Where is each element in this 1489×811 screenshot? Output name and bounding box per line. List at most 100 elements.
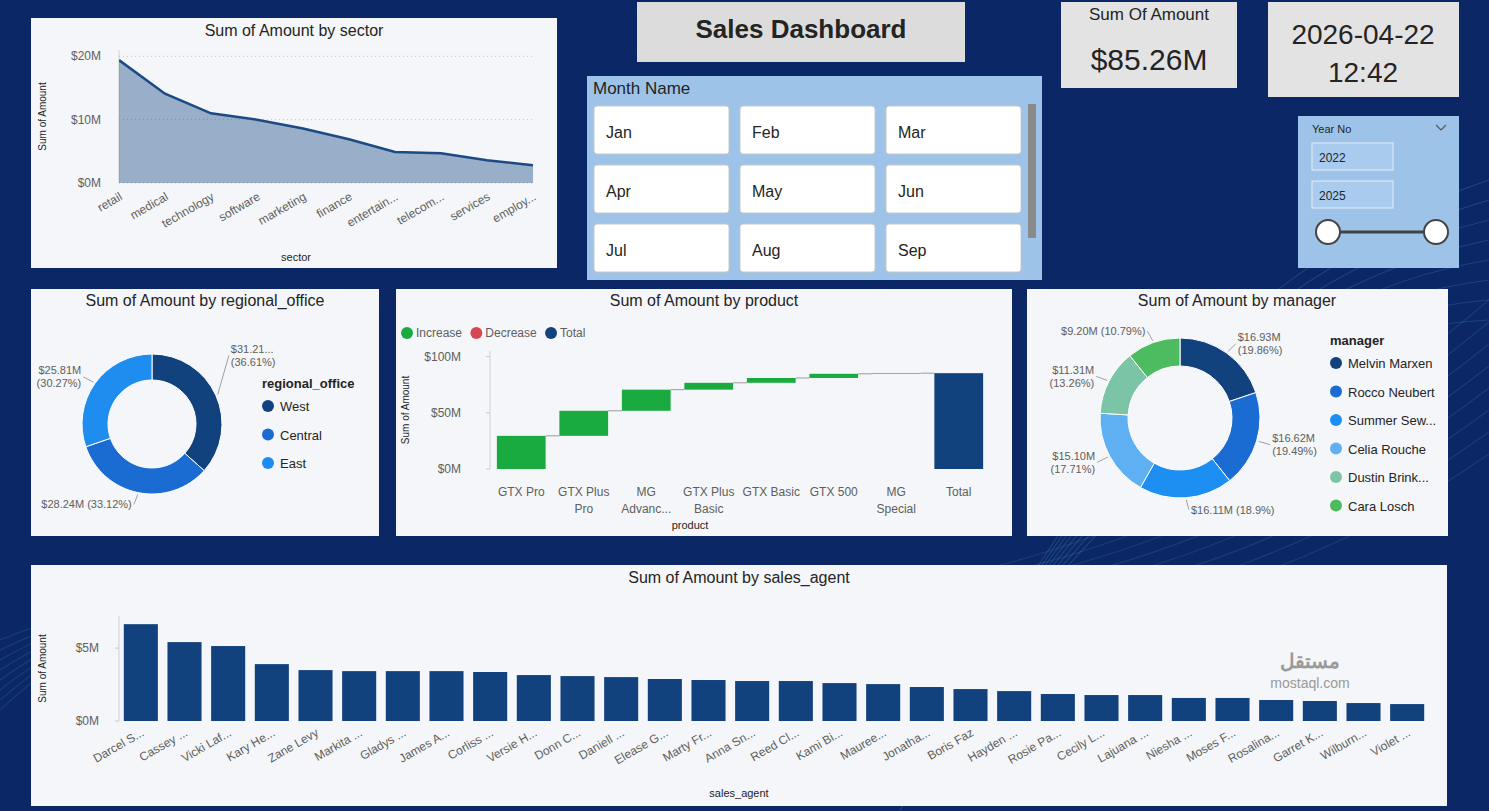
- text-line: (36.61%): [231, 356, 276, 368]
- scrollbar[interactable]: [1028, 104, 1036, 238]
- leader-line: [134, 495, 138, 505]
- card-value: $85.26M: [1091, 43, 1208, 76]
- text-line: GTX 500: [810, 485, 858, 499]
- bar: [559, 411, 608, 436]
- month-label: Jun: [898, 183, 924, 200]
- category-label: Wilburn...: [1318, 725, 1369, 762]
- bar: [473, 672, 507, 721]
- year-from: 2022: [1319, 151, 1346, 165]
- leader-line: [1096, 376, 1107, 380]
- text-line: (30.27%): [37, 377, 82, 389]
- category-label: GTX Plus Basic: [683, 485, 734, 516]
- text-line: Basic: [694, 502, 723, 516]
- month-label: Jan: [606, 124, 632, 141]
- tick-mark: [486, 356, 490, 357]
- bar: [779, 681, 813, 721]
- legend-swatch: [1330, 414, 1342, 426]
- month-button[interactable]: [886, 106, 1021, 154]
- category-label: Markita ...: [312, 725, 365, 763]
- chevron[interactable]: [1436, 125, 1446, 130]
- category-label: James A...: [396, 725, 452, 765]
- axis-title: Sum of Amount: [400, 376, 411, 445]
- category-label: services: [447, 189, 492, 223]
- category-label: MGAdvanc...: [621, 485, 671, 516]
- bar: [1041, 694, 1075, 721]
- card-box: [1061, 2, 1237, 88]
- bar: [560, 676, 594, 721]
- legend-swatch: [1330, 500, 1342, 512]
- connector: [796, 377, 810, 378]
- data-label: $31.21...(36.61%): [231, 343, 276, 368]
- category-label: Donn C...: [532, 725, 583, 762]
- text-line: $16.93M: [1238, 331, 1281, 343]
- watermark: مستقل: [1280, 650, 1340, 672]
- data-label: $16.93M(19.86%): [1238, 331, 1283, 356]
- category-label: Zane Levy: [265, 725, 321, 765]
- year-to: 2025: [1319, 189, 1346, 203]
- leader-line: [218, 356, 229, 395]
- plot-area: [124, 624, 1424, 721]
- category-label: Kami Bi...: [794, 725, 845, 763]
- plot-area: [497, 373, 983, 469]
- slicer-title: Month Name: [593, 79, 690, 98]
- month-button[interactable]: [886, 224, 1021, 272]
- year-input[interactable]: [1312, 181, 1393, 208]
- data-label: $15.10M(17.71%): [1050, 450, 1095, 475]
- month-button[interactable]: [594, 224, 729, 272]
- bar: [910, 687, 944, 721]
- month-button[interactable]: [740, 165, 875, 213]
- panel-product: [396, 289, 1012, 536]
- category-label: telecom...: [394, 189, 446, 227]
- legend-label: Summer Sew...: [1348, 413, 1436, 428]
- chart-title: Sum of Amount by sales_agent: [628, 569, 850, 587]
- chart-title: Sum of Amount by regional_office: [86, 292, 325, 310]
- tick-label: $0M: [76, 714, 99, 728]
- legend: regional_officeWestCentralEast: [262, 376, 354, 471]
- category-label: Elease G...: [612, 725, 670, 767]
- axis-line: [490, 351, 491, 469]
- bar: [622, 390, 671, 411]
- chart-title: Sum of Amount by product: [610, 292, 799, 309]
- text-line: GTX Plus: [683, 485, 734, 499]
- bar: [517, 675, 551, 721]
- tick-label: $0M: [78, 176, 101, 190]
- legend-label: Cara Losch: [1348, 499, 1414, 514]
- bar: [1172, 698, 1206, 721]
- slider-handle[interactable]: [1316, 220, 1340, 244]
- bar: [809, 374, 858, 378]
- bar: [255, 664, 289, 721]
- legend-label: Total: [560, 326, 585, 340]
- category-label: Darcel S...: [91, 725, 147, 765]
- category-label: Vicki Laf...: [179, 725, 234, 765]
- month-button[interactable]: [740, 224, 875, 272]
- month-label: Apr: [606, 183, 632, 200]
- legend-label: West: [280, 399, 310, 414]
- tick-label: $5M: [76, 641, 99, 655]
- dashboard: Sales DashboardSum Of Amount$85.26M2026-…: [0, 0, 1489, 811]
- bar: [124, 624, 158, 721]
- slider-handle[interactable]: [1424, 220, 1448, 244]
- slice: [82, 354, 152, 447]
- text-line: $11.31M: [1052, 364, 1094, 376]
- month-button[interactable]: [886, 165, 1021, 213]
- date: 2026-04-22: [1291, 19, 1434, 50]
- month-button[interactable]: [594, 165, 729, 213]
- leader-line: [1228, 344, 1236, 352]
- page: {"header": {"title": "Sales Dashboard"},…: [0, 0, 1489, 811]
- legend-swatch: [401, 327, 413, 339]
- bar: [167, 642, 201, 721]
- month-button[interactable]: [740, 106, 875, 154]
- month-button[interactable]: [594, 106, 729, 154]
- grid-line: [119, 56, 533, 57]
- chart-title: Sum of Amount by sector: [205, 22, 384, 39]
- axis-title: Sum of Amount: [37, 82, 48, 151]
- text-line: $16.62M: [1272, 432, 1315, 444]
- bar: [997, 691, 1031, 721]
- data-label: $16.62M(19.49%): [1272, 432, 1317, 457]
- axis-title: sector: [281, 251, 311, 263]
- leader-line: [1186, 500, 1189, 510]
- legend-swatch: [262, 429, 274, 441]
- connector: [858, 373, 872, 374]
- year-input[interactable]: [1312, 143, 1393, 170]
- panel-manager: [1027, 289, 1448, 536]
